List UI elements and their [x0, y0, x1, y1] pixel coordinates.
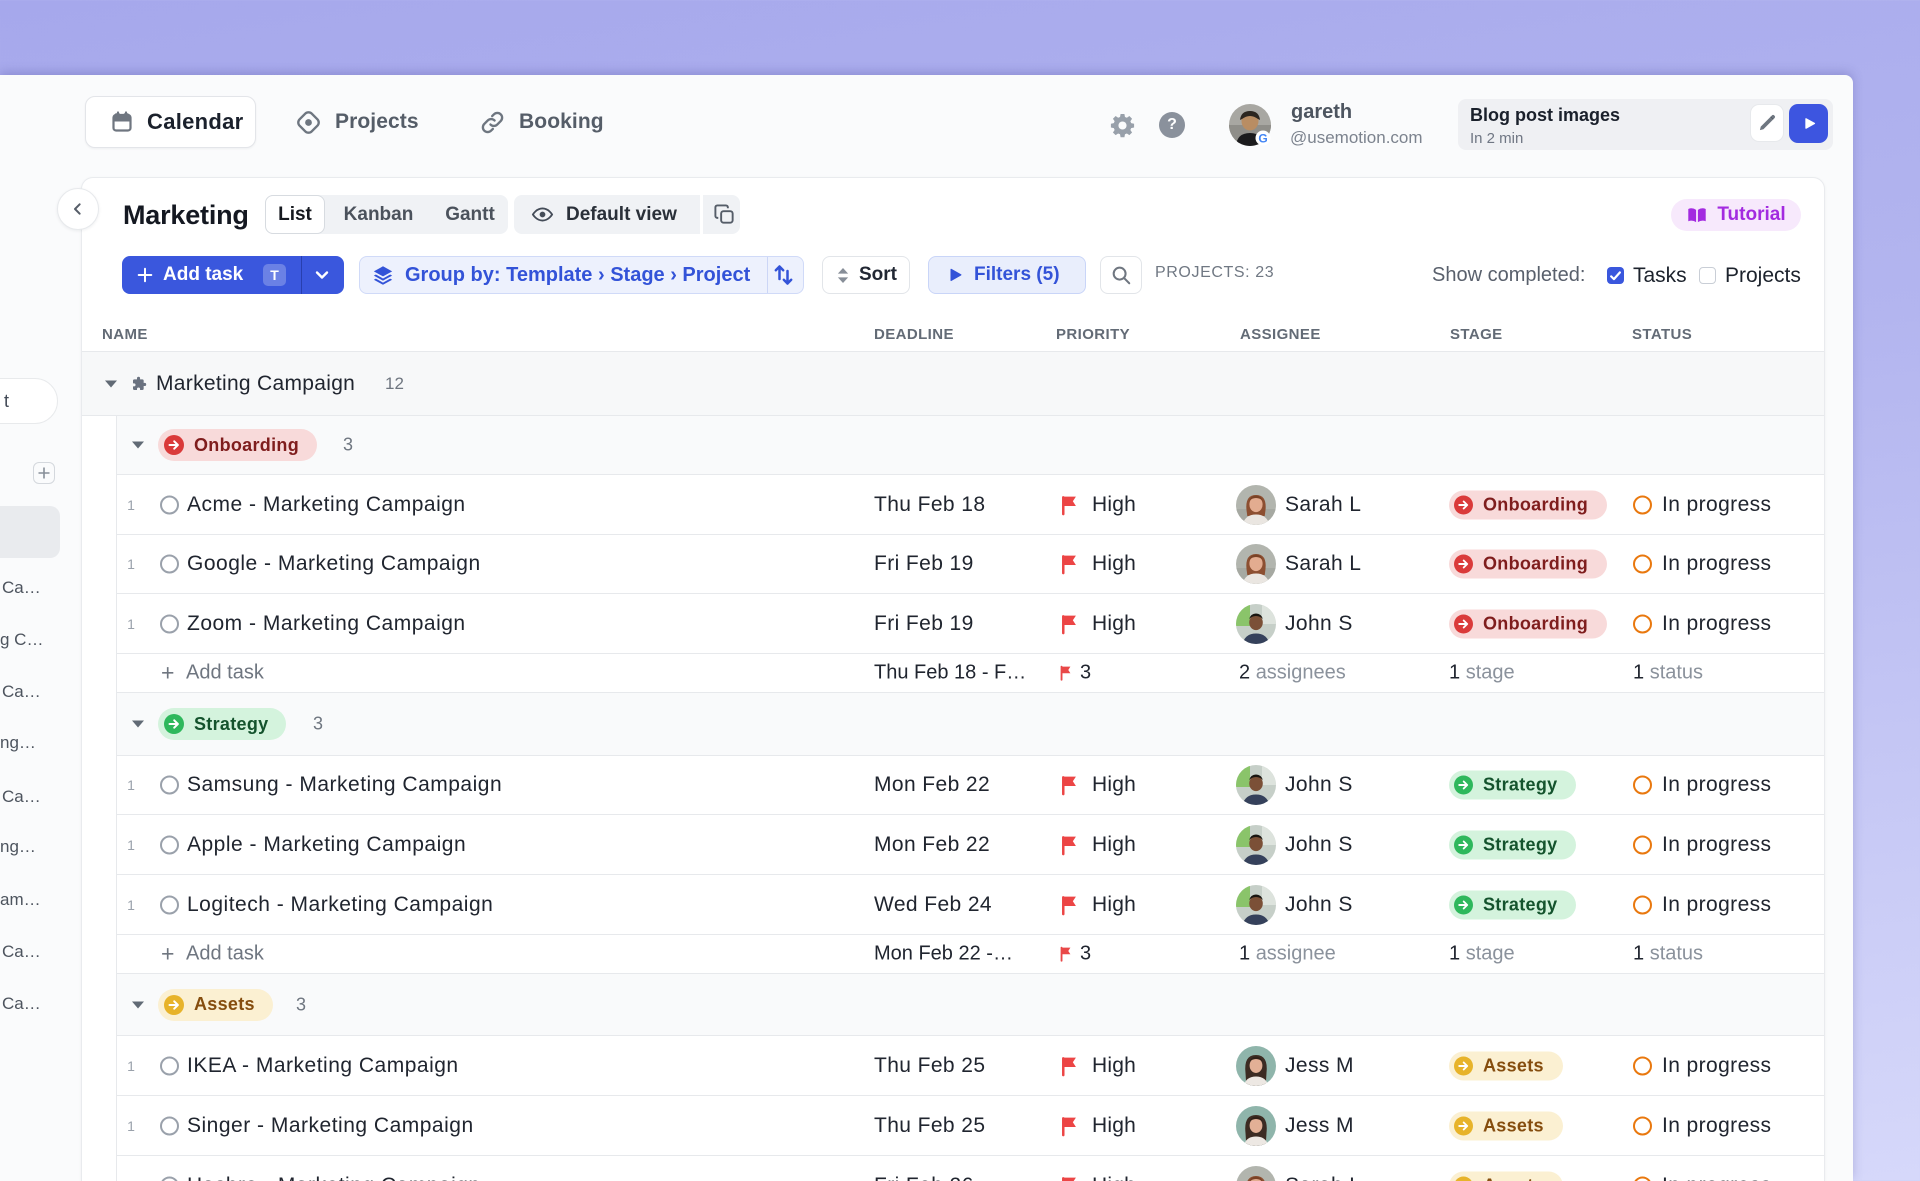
svg-text:G: G — [1258, 132, 1267, 146]
